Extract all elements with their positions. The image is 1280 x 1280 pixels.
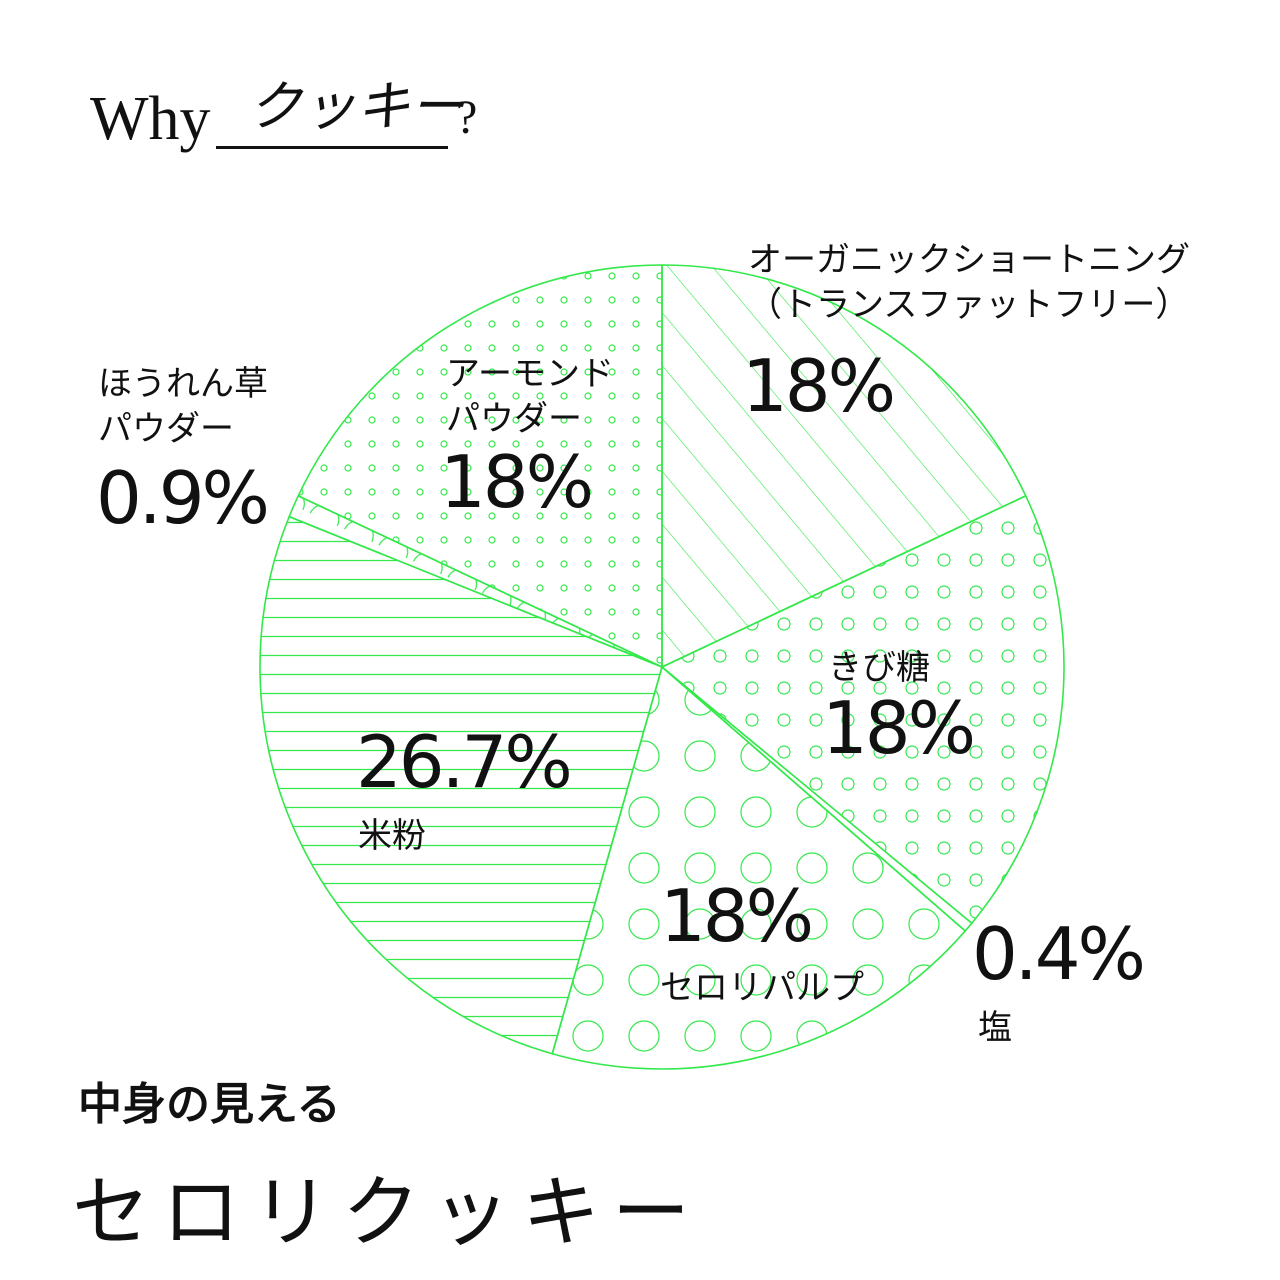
slice-label-spinach-powder: ほうれん草 パウダー xyxy=(98,364,268,449)
slice-value-rice-flour: 26.7% xyxy=(356,720,573,804)
header-underline xyxy=(216,146,448,149)
pie-slice-1 xyxy=(661,495,1065,925)
header-handwritten-word: クッキー xyxy=(248,75,464,138)
pie-slice-0 xyxy=(661,264,1027,668)
slice-value-kibi-sugar: 18% xyxy=(822,686,976,770)
slice-label-celery-pulp: セロリパルプ xyxy=(660,968,864,1008)
footer-subtitle: 中身の見える xyxy=(78,1079,341,1130)
footer-title: セロリクッキー xyxy=(72,1168,703,1258)
pie-slice-3 xyxy=(551,666,967,1070)
slice-label-shortening: オーガニックショートニング （トランスファットフリー） xyxy=(748,240,1190,325)
slice-value-spinach-powder: 0.9% xyxy=(96,456,270,540)
slice-value-shortening: 18% xyxy=(742,344,896,428)
slice-value-celery-pulp: 18% xyxy=(660,874,814,958)
slice-label-almond-powder: アーモンド パウダー xyxy=(446,354,614,439)
slice-label-rice-flour: 米粉 xyxy=(358,816,426,856)
header-prefix: Why xyxy=(90,85,211,153)
slice-value-salt: 0.4% xyxy=(972,912,1146,996)
slice-label-kibi-sugar: きび糖 xyxy=(828,648,930,688)
header-question-mark: ? xyxy=(456,91,478,144)
slice-value-almond-powder: 18% xyxy=(440,440,594,524)
slice-label-salt: 塩 xyxy=(978,1008,1012,1048)
pie-slice-4 xyxy=(259,515,663,1055)
pie-slice-6 xyxy=(297,264,663,668)
